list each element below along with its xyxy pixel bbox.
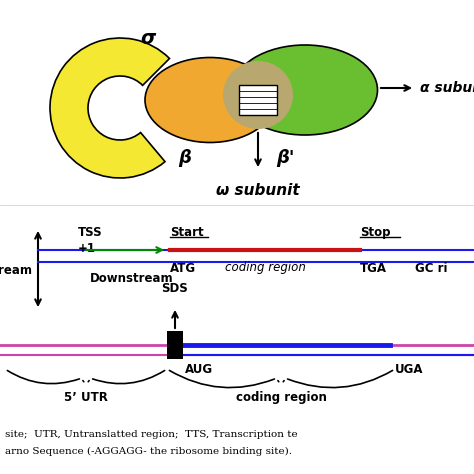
Text: α subunits: α subunits <box>420 81 474 95</box>
Text: Start: Start <box>170 226 204 238</box>
Text: coding region: coding region <box>236 391 327 404</box>
Text: GC ri: GC ri <box>415 262 447 274</box>
Text: 5’ UTR: 5’ UTR <box>64 391 108 404</box>
Text: coding region: coding region <box>225 262 305 274</box>
Text: TGA: TGA <box>360 262 387 274</box>
Text: β': β' <box>276 149 294 167</box>
Text: ATG: ATG <box>170 262 196 274</box>
Text: σ: σ <box>140 28 155 47</box>
Bar <box>167 331 183 359</box>
Text: β: β <box>179 149 191 167</box>
Ellipse shape <box>145 57 275 143</box>
Text: TSS: TSS <box>78 226 103 238</box>
FancyBboxPatch shape <box>239 85 277 115</box>
Text: Downstream: Downstream <box>90 272 173 284</box>
Text: UGA: UGA <box>395 363 423 376</box>
Text: ω subunit: ω subunit <box>216 183 300 198</box>
Text: AUG: AUG <box>185 363 213 376</box>
Wedge shape <box>50 38 170 178</box>
Text: Stop: Stop <box>360 226 391 238</box>
Ellipse shape <box>233 45 377 135</box>
Ellipse shape <box>223 61 293 129</box>
Text: ream: ream <box>0 264 32 276</box>
Text: site;  UTR, Untranslatted region;  TTS, Transcription te: site; UTR, Untranslatted region; TTS, Tr… <box>5 430 298 439</box>
Text: +1: +1 <box>78 241 96 255</box>
Text: SDS: SDS <box>162 282 188 295</box>
Text: arno Sequence (-AGGAGG- the ribosome binding site).: arno Sequence (-AGGAGG- the ribosome bin… <box>5 447 292 456</box>
